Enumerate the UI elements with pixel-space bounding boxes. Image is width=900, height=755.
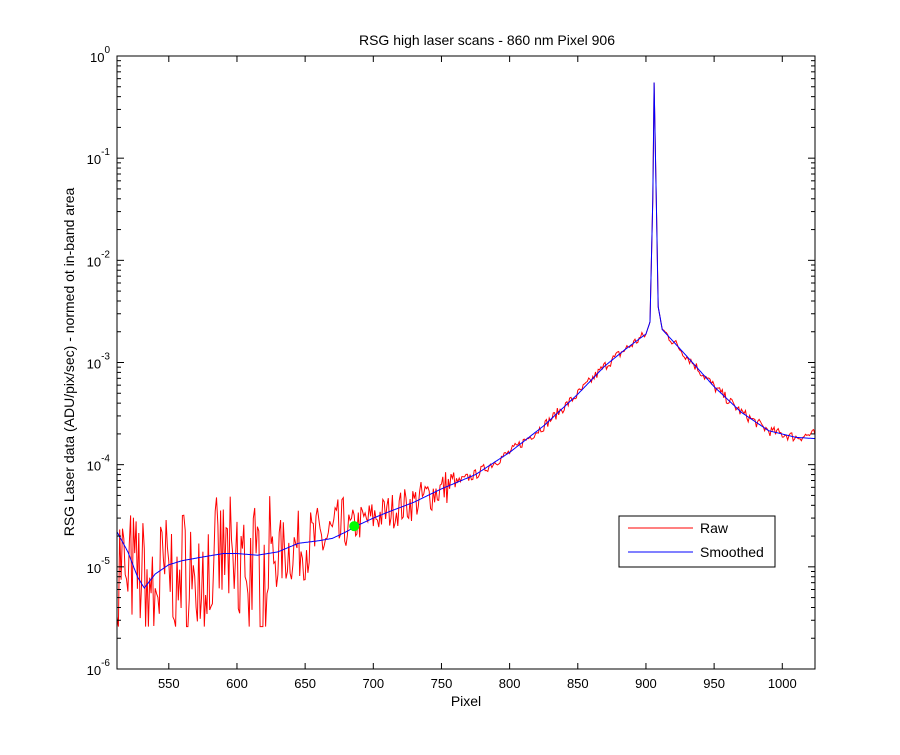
- y-tick-label: 10-6: [87, 658, 111, 678]
- series-line-smoothed: [116, 82, 816, 589]
- y-tick-label: 10-1: [87, 147, 111, 167]
- x-axis-label: Pixel: [451, 693, 481, 709]
- legend-label-raw: Raw: [700, 520, 729, 536]
- x-tick-label: 800: [499, 676, 521, 691]
- x-tick-label: 750: [431, 676, 453, 691]
- legend: Raw Smoothed: [618, 515, 776, 568]
- x-tick-label: 900: [635, 676, 657, 691]
- series-line-raw: [116, 82, 816, 628]
- x-axis: 550 600 650 700 750 800 850 900 950 1000: [158, 56, 797, 691]
- x-tick-label: 650: [294, 676, 316, 691]
- x-tick-label: 550: [158, 676, 180, 691]
- marker-layer: [349, 521, 360, 532]
- y-tick-label: 10-4: [87, 454, 111, 474]
- x-tick-label: 950: [703, 676, 725, 691]
- x-tick-label: 700: [362, 676, 384, 691]
- y-tick-label: 100: [90, 45, 110, 65]
- y-tick-label: 10-5: [87, 556, 111, 576]
- y-tick-label: 10-3: [87, 352, 111, 372]
- legend-label-smoothed: Smoothed: [700, 544, 764, 560]
- legend-box: [618, 515, 776, 568]
- x-tick-label: 600: [226, 676, 248, 691]
- y-axis-label: RSG Laser data (ADU/pix/sec) - normed ot…: [61, 187, 77, 536]
- x-tick-label: 850: [567, 676, 589, 691]
- chart-title: RSG high laser scans - 860 nm Pixel 906: [359, 32, 615, 48]
- data-marker: [349, 521, 360, 532]
- series-layer: [116, 82, 816, 628]
- x-tick-label: 1000: [768, 676, 797, 691]
- y-tick-label: 10-2: [87, 249, 111, 269]
